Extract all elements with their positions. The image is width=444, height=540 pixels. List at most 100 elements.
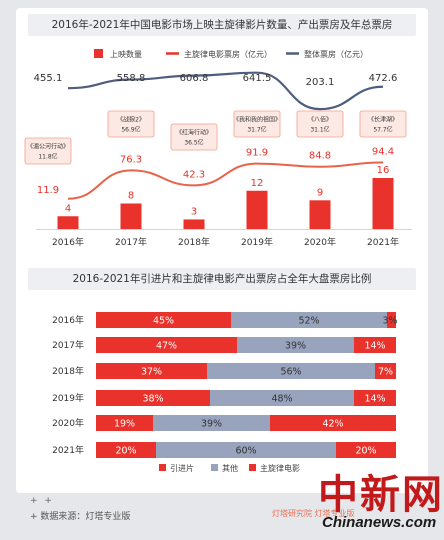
legend2-swatch bbox=[159, 464, 166, 471]
main-melody-value-label: 94.4 bbox=[372, 146, 394, 157]
overall-value-label: 455.1 bbox=[34, 73, 63, 84]
callout-value: 11.8亿 bbox=[38, 153, 57, 161]
segment-value-label: 37% bbox=[141, 367, 162, 378]
callout-value: 57.7亿 bbox=[373, 126, 392, 134]
legend-label: 主旋律电影票房（亿元） bbox=[184, 49, 272, 59]
x-tick-label: 2020年 bbox=[304, 236, 336, 248]
overall-value-label: 641.5 bbox=[243, 73, 272, 84]
segment-value-label: 39% bbox=[201, 419, 222, 430]
bar-segment-main-melody bbox=[354, 337, 396, 353]
segment-value-label: 14% bbox=[364, 341, 385, 352]
segment-value-label: 14% bbox=[364, 394, 385, 405]
data-source: + 数据来源：灯塔专业版 bbox=[30, 512, 131, 522]
chinanews-logo: 中新网 bbox=[318, 471, 444, 518]
bar-release-count bbox=[120, 203, 142, 229]
bar-segment-main-melody bbox=[375, 363, 396, 379]
main-melody-value-label: 84.8 bbox=[309, 151, 331, 162]
segment-value-label: 20% bbox=[115, 446, 136, 457]
callout-film: 《长津湖》 bbox=[368, 116, 398, 124]
bar-release-count bbox=[309, 200, 331, 229]
overall-value-label: 558.8 bbox=[117, 73, 146, 84]
bar-segment-other bbox=[153, 415, 270, 431]
y-tick-label: 2019年 bbox=[52, 392, 84, 404]
bar-segment-other bbox=[210, 390, 354, 406]
segment-value-label: 47% bbox=[156, 341, 177, 352]
y-tick-label: 2020年 bbox=[52, 417, 84, 429]
callout-box bbox=[296, 110, 344, 138]
callout-box bbox=[107, 110, 155, 138]
bar-segment-imported bbox=[96, 415, 153, 431]
callout-value: 31.1亿 bbox=[310, 126, 329, 134]
segment-value-label: 45% bbox=[153, 316, 174, 327]
x-tick-label: 2018年 bbox=[178, 236, 210, 248]
callout-film: 《湄公河行动》 bbox=[27, 143, 69, 151]
callout-box bbox=[233, 110, 281, 138]
bar-segment-imported bbox=[96, 390, 210, 406]
callout-value: 56.9亿 bbox=[121, 126, 140, 134]
footer-plus: + + bbox=[30, 496, 54, 506]
overall-value-label: 472.6 bbox=[369, 73, 398, 84]
bar-value-label: 8 bbox=[128, 191, 134, 202]
main-melody-value-label: 42.3 bbox=[183, 169, 205, 180]
bar-segment-main-melody bbox=[336, 442, 396, 458]
overall-value-label: 203.1 bbox=[306, 77, 335, 88]
bar-value-label: 4 bbox=[65, 203, 71, 214]
segment-value-label: 52% bbox=[298, 316, 319, 327]
segment-value-label: 7% bbox=[378, 367, 393, 378]
y-tick-label: 2017年 bbox=[52, 339, 84, 351]
segment-value-label: 38% bbox=[142, 394, 163, 405]
chart2-title: 2016-2021年引进片和主旋律电影产出票房占全年大盘票房比例 bbox=[28, 268, 416, 290]
callout-film: 《战狼2》 bbox=[117, 116, 145, 124]
bar-release-count bbox=[183, 219, 205, 229]
chart1-title: 2016年-2021年中国电影市场上映主旋律影片数量、产出票房及年总票房 bbox=[28, 14, 416, 36]
main-melody-value-label: 11.9 bbox=[37, 185, 59, 196]
bar-segment-imported bbox=[96, 363, 207, 379]
segment-value-label: 20% bbox=[355, 446, 376, 457]
bar-segment-other bbox=[237, 337, 354, 353]
bar-segment-other bbox=[156, 442, 336, 458]
bar-segment-main-melody bbox=[270, 415, 396, 431]
x-tick-label: 2019年 bbox=[241, 236, 273, 248]
bar-segment-main-melody bbox=[387, 312, 396, 328]
bar-segment-imported bbox=[96, 442, 156, 458]
main-melody-value-label: 76.3 bbox=[120, 154, 142, 165]
callout-value: 31.7亿 bbox=[247, 126, 266, 134]
bar-value-label: 16 bbox=[377, 165, 390, 176]
segment-value-label: 60% bbox=[235, 446, 256, 457]
bar-segment-other bbox=[231, 312, 387, 328]
callout-box bbox=[359, 110, 407, 138]
x-tick-label: 2017年 bbox=[115, 236, 147, 248]
callout-film: 《我和我的祖国》 bbox=[233, 116, 281, 124]
segment-value-label: 3% bbox=[382, 316, 397, 327]
y-tick-label: 2018年 bbox=[52, 365, 84, 377]
bar-value-label: 12 bbox=[251, 178, 264, 189]
legend-label: 上映数量 bbox=[110, 49, 142, 59]
bar-release-count bbox=[372, 178, 394, 229]
legend-label: 整体票房（亿元） bbox=[304, 49, 368, 59]
line-overall-box-office bbox=[67, 71, 384, 111]
bar-segment-main-melody bbox=[354, 390, 396, 406]
bar-release-count bbox=[246, 190, 268, 229]
bar-value-label: 3 bbox=[191, 206, 197, 217]
x-tick-label: 2016年 bbox=[52, 236, 84, 248]
legend2-swatch bbox=[211, 464, 218, 471]
legend2-label: 引进片 bbox=[170, 463, 194, 473]
chinanews-site: Chinanews.com bbox=[322, 514, 437, 531]
bar-segment-imported bbox=[96, 312, 231, 328]
callout-box bbox=[170, 123, 218, 151]
bar-segment-other bbox=[207, 363, 375, 379]
legend2-label: 其他 bbox=[222, 463, 238, 473]
callout-film: 《红海行动》 bbox=[176, 129, 212, 137]
callout-film: 《八佰》 bbox=[308, 116, 332, 124]
segment-value-label: 42% bbox=[322, 419, 343, 430]
callout-box bbox=[24, 137, 72, 165]
overall-value-label: 606.8 bbox=[180, 73, 209, 84]
main-melody-value-label: 91.9 bbox=[246, 148, 268, 159]
bar-release-count bbox=[57, 216, 79, 229]
y-tick-label: 2021年 bbox=[52, 444, 84, 456]
y-tick-label: 2016年 bbox=[52, 314, 84, 326]
bar-segment-imported bbox=[96, 337, 237, 353]
legend-swatch-bar bbox=[94, 49, 103, 58]
x-tick-label: 2021年 bbox=[367, 236, 399, 248]
legend2-label: 主旋律电影 bbox=[260, 463, 300, 473]
